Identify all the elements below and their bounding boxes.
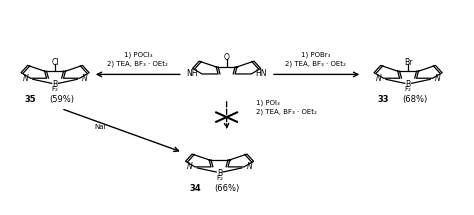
Text: N: N — [187, 162, 192, 171]
Text: 33: 33 — [378, 95, 389, 104]
Text: NH: NH — [187, 69, 198, 78]
Text: 1) POI₃: 1) POI₃ — [256, 100, 280, 106]
Text: B: B — [217, 169, 222, 178]
Text: (59%): (59%) — [50, 95, 74, 104]
Text: 2) TEA, BF₃ · OEt₂: 2) TEA, BF₃ · OEt₂ — [107, 60, 168, 67]
Text: 2) TEA, BF₃ · OEt₂: 2) TEA, BF₃ · OEt₂ — [256, 109, 317, 115]
Text: Cl: Cl — [51, 58, 59, 67]
Text: 34: 34 — [189, 184, 201, 193]
Text: 2) TEA, BF₃ · OEt₂: 2) TEA, BF₃ · OEt₂ — [285, 60, 346, 67]
Text: 35: 35 — [25, 95, 36, 104]
Text: (66%): (66%) — [214, 184, 239, 193]
Text: Br: Br — [404, 58, 412, 67]
Text: NaI: NaI — [94, 124, 106, 130]
Text: F₂: F₂ — [216, 175, 223, 181]
Text: (68%): (68%) — [402, 95, 428, 104]
Text: N: N — [435, 74, 441, 83]
Text: B: B — [53, 80, 58, 89]
Text: N: N — [246, 162, 252, 171]
Text: 1) POBr₃: 1) POBr₃ — [301, 52, 330, 58]
Text: F₂: F₂ — [405, 86, 411, 92]
Text: B: B — [406, 80, 410, 89]
Text: F₂: F₂ — [52, 86, 58, 92]
Text: O: O — [224, 53, 229, 62]
Text: N: N — [375, 74, 381, 83]
Text: HN: HN — [255, 69, 266, 78]
Text: N: N — [22, 74, 28, 83]
Text: 1) POCl₃: 1) POCl₃ — [124, 52, 152, 58]
Text: N: N — [82, 74, 88, 83]
